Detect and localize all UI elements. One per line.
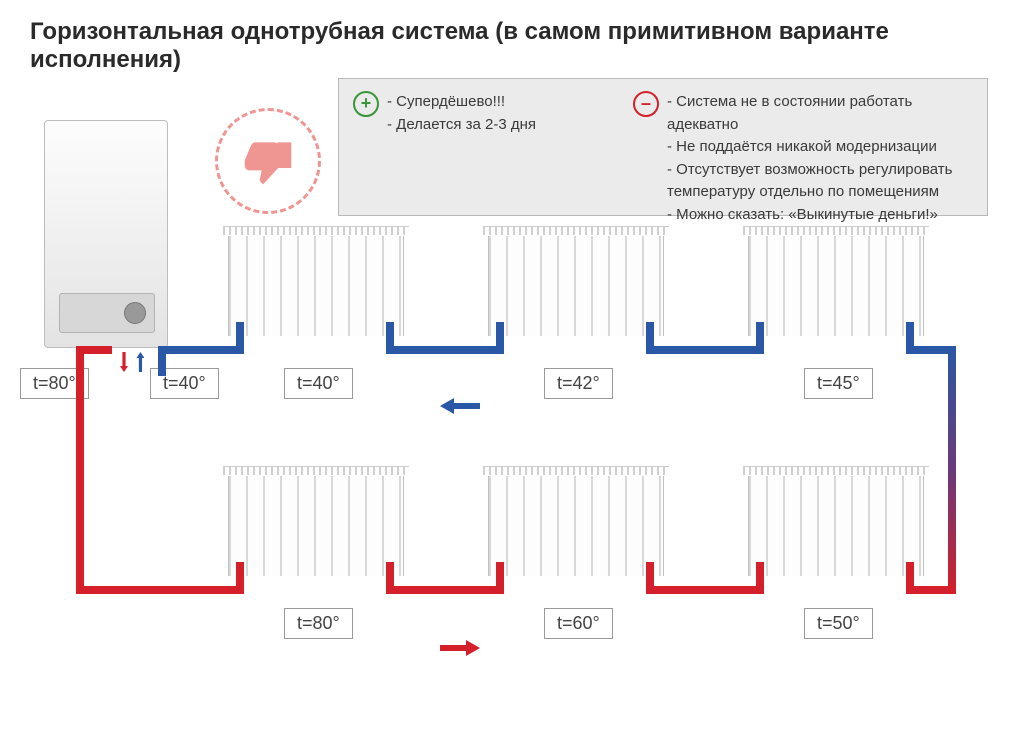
arrow-up-icon: [136, 352, 144, 372]
diagram-canvas: Горизонтальная однотрубная система (в са…: [0, 0, 1024, 746]
temp-bot-1: t=80°: [284, 608, 353, 639]
pipe-hot: [386, 586, 504, 594]
radiator-top-3: [748, 236, 924, 336]
pipe-cold: [756, 322, 764, 354]
pipe-cold: [386, 346, 504, 354]
radiator-top-2: [488, 236, 664, 336]
radiator-bot-3: [748, 476, 924, 576]
radiator-bot-1: [228, 476, 404, 576]
con-item: Отсутствует возможность регулировать тем…: [667, 159, 977, 204]
pipe-hot: [906, 562, 914, 594]
pipe-hot: [76, 586, 244, 594]
flow-arrow-left-icon: [440, 398, 480, 414]
plus-icon: +: [353, 91, 379, 117]
con-item: Можно сказать: «Выкинутые деньги!»: [667, 204, 977, 227]
temp-top-1: t=40°: [284, 368, 353, 399]
pipe-cold: [158, 346, 244, 354]
pipe-cold: [236, 322, 244, 354]
info-box: + Супердёшево!!! Делается за 2-3 дня – С…: [338, 78, 988, 216]
pipe-hot: [646, 586, 764, 594]
arrow-down-icon: [120, 352, 128, 372]
boiler-panel: [59, 293, 155, 333]
cons-list: Система не в состоянии работать адекватн…: [667, 91, 977, 226]
temp-top-2: t=42°: [544, 368, 613, 399]
pipe-hot: [386, 562, 394, 594]
pros-list: Супердёшево!!! Делается за 2-3 дня: [387, 91, 617, 136]
pipe-cold: [496, 322, 504, 354]
pipe-hot: [76, 346, 112, 354]
not-recommended-stamp: [215, 108, 321, 214]
temp-top-3: t=45°: [804, 368, 873, 399]
boiler-flow-arrows: [118, 352, 146, 377]
radiator-top-1: [228, 236, 404, 336]
boiler: [44, 120, 168, 348]
pro-item: Супердёшево!!!: [387, 91, 617, 114]
pipe-gradient: [948, 346, 956, 594]
flow-arrow-right-icon: [440, 640, 480, 656]
radiator-bot-2: [488, 476, 664, 576]
con-item: Не поддаётся никакой модернизации: [667, 136, 977, 159]
pro-item: Делается за 2-3 дня: [387, 114, 617, 137]
con-item: Система не в состоянии работать адекватн…: [667, 91, 977, 136]
pipe-hot: [76, 346, 84, 594]
page-title: Горизонтальная однотрубная система (в са…: [30, 18, 1024, 74]
temp-bot-3: t=50°: [804, 608, 873, 639]
minus-icon: –: [633, 91, 659, 117]
temp-bot-2: t=60°: [544, 608, 613, 639]
pipe-cold: [646, 346, 764, 354]
pipe-hot: [646, 562, 654, 594]
